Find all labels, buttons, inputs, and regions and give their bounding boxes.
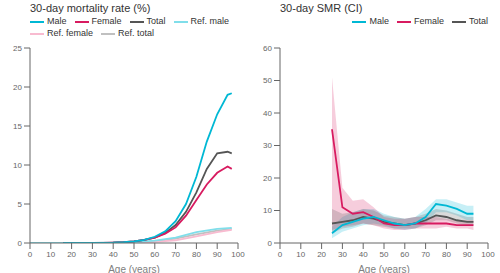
html-text:Total: Total [146, 16, 166, 26]
svg-text:0: 0 [278, 250, 283, 259]
svg-text:Age (years): Age (years) [108, 264, 160, 273]
svg-text:40: 40 [263, 109, 272, 118]
html-text:30-day mortality rate (%): 30-day mortality rate (%) [30, 2, 151, 14]
svg-text:90: 90 [463, 250, 472, 259]
svg-text:30: 30 [338, 250, 347, 259]
svg-text:100: 100 [231, 250, 245, 259]
html-text:Ref. male: Ref. male [190, 16, 230, 26]
svg-text:20: 20 [13, 83, 22, 92]
svg-text:25: 25 [13, 44, 22, 53]
svg-text:10: 10 [13, 161, 22, 170]
html-text:Male: Male [369, 16, 389, 26]
svg-text:80: 80 [192, 250, 201, 259]
svg-text:60: 60 [263, 44, 272, 53]
svg-text:10: 10 [263, 206, 272, 215]
svg-text:10: 10 [296, 250, 305, 259]
svg-text:20: 20 [317, 250, 326, 259]
svg-text:50: 50 [380, 250, 389, 259]
svg-text:Age (years): Age (years) [358, 264, 410, 273]
html-text:Ref. total: Ref. total [118, 28, 155, 38]
html-text:30-day SMR (CI): 30-day SMR (CI) [280, 2, 363, 14]
svg-text:100: 100 [481, 250, 492, 259]
html-text:Male: Male [47, 16, 67, 26]
html-text:Ref. female: Ref. female [47, 28, 93, 38]
svg-text:15: 15 [13, 122, 22, 131]
svg-text:30: 30 [263, 141, 272, 150]
svg-text:0: 0 [18, 239, 23, 248]
svg-text:10: 10 [46, 250, 55, 259]
svg-text:40: 40 [109, 250, 118, 259]
svg-text:60: 60 [400, 250, 409, 259]
html-text:Female: Female [91, 16, 122, 26]
svg-text:20: 20 [263, 174, 272, 183]
html-text:Female: Female [414, 16, 444, 26]
svg-text:30: 30 [88, 250, 97, 259]
svg-text:0: 0 [268, 239, 273, 248]
svg-text:50: 50 [263, 76, 272, 85]
svg-text:70: 70 [421, 250, 430, 259]
svg-text:50: 50 [130, 250, 139, 259]
svg-text:40: 40 [359, 250, 368, 259]
svg-text:0: 0 [28, 250, 33, 259]
html-text:Total: Total [469, 16, 488, 26]
svg-text:20: 20 [67, 250, 76, 259]
svg-text:80: 80 [442, 250, 451, 259]
svg-text:5: 5 [18, 200, 23, 209]
svg-text:60: 60 [150, 250, 159, 259]
svg-text:70: 70 [171, 250, 180, 259]
svg-text:90: 90 [213, 250, 222, 259]
